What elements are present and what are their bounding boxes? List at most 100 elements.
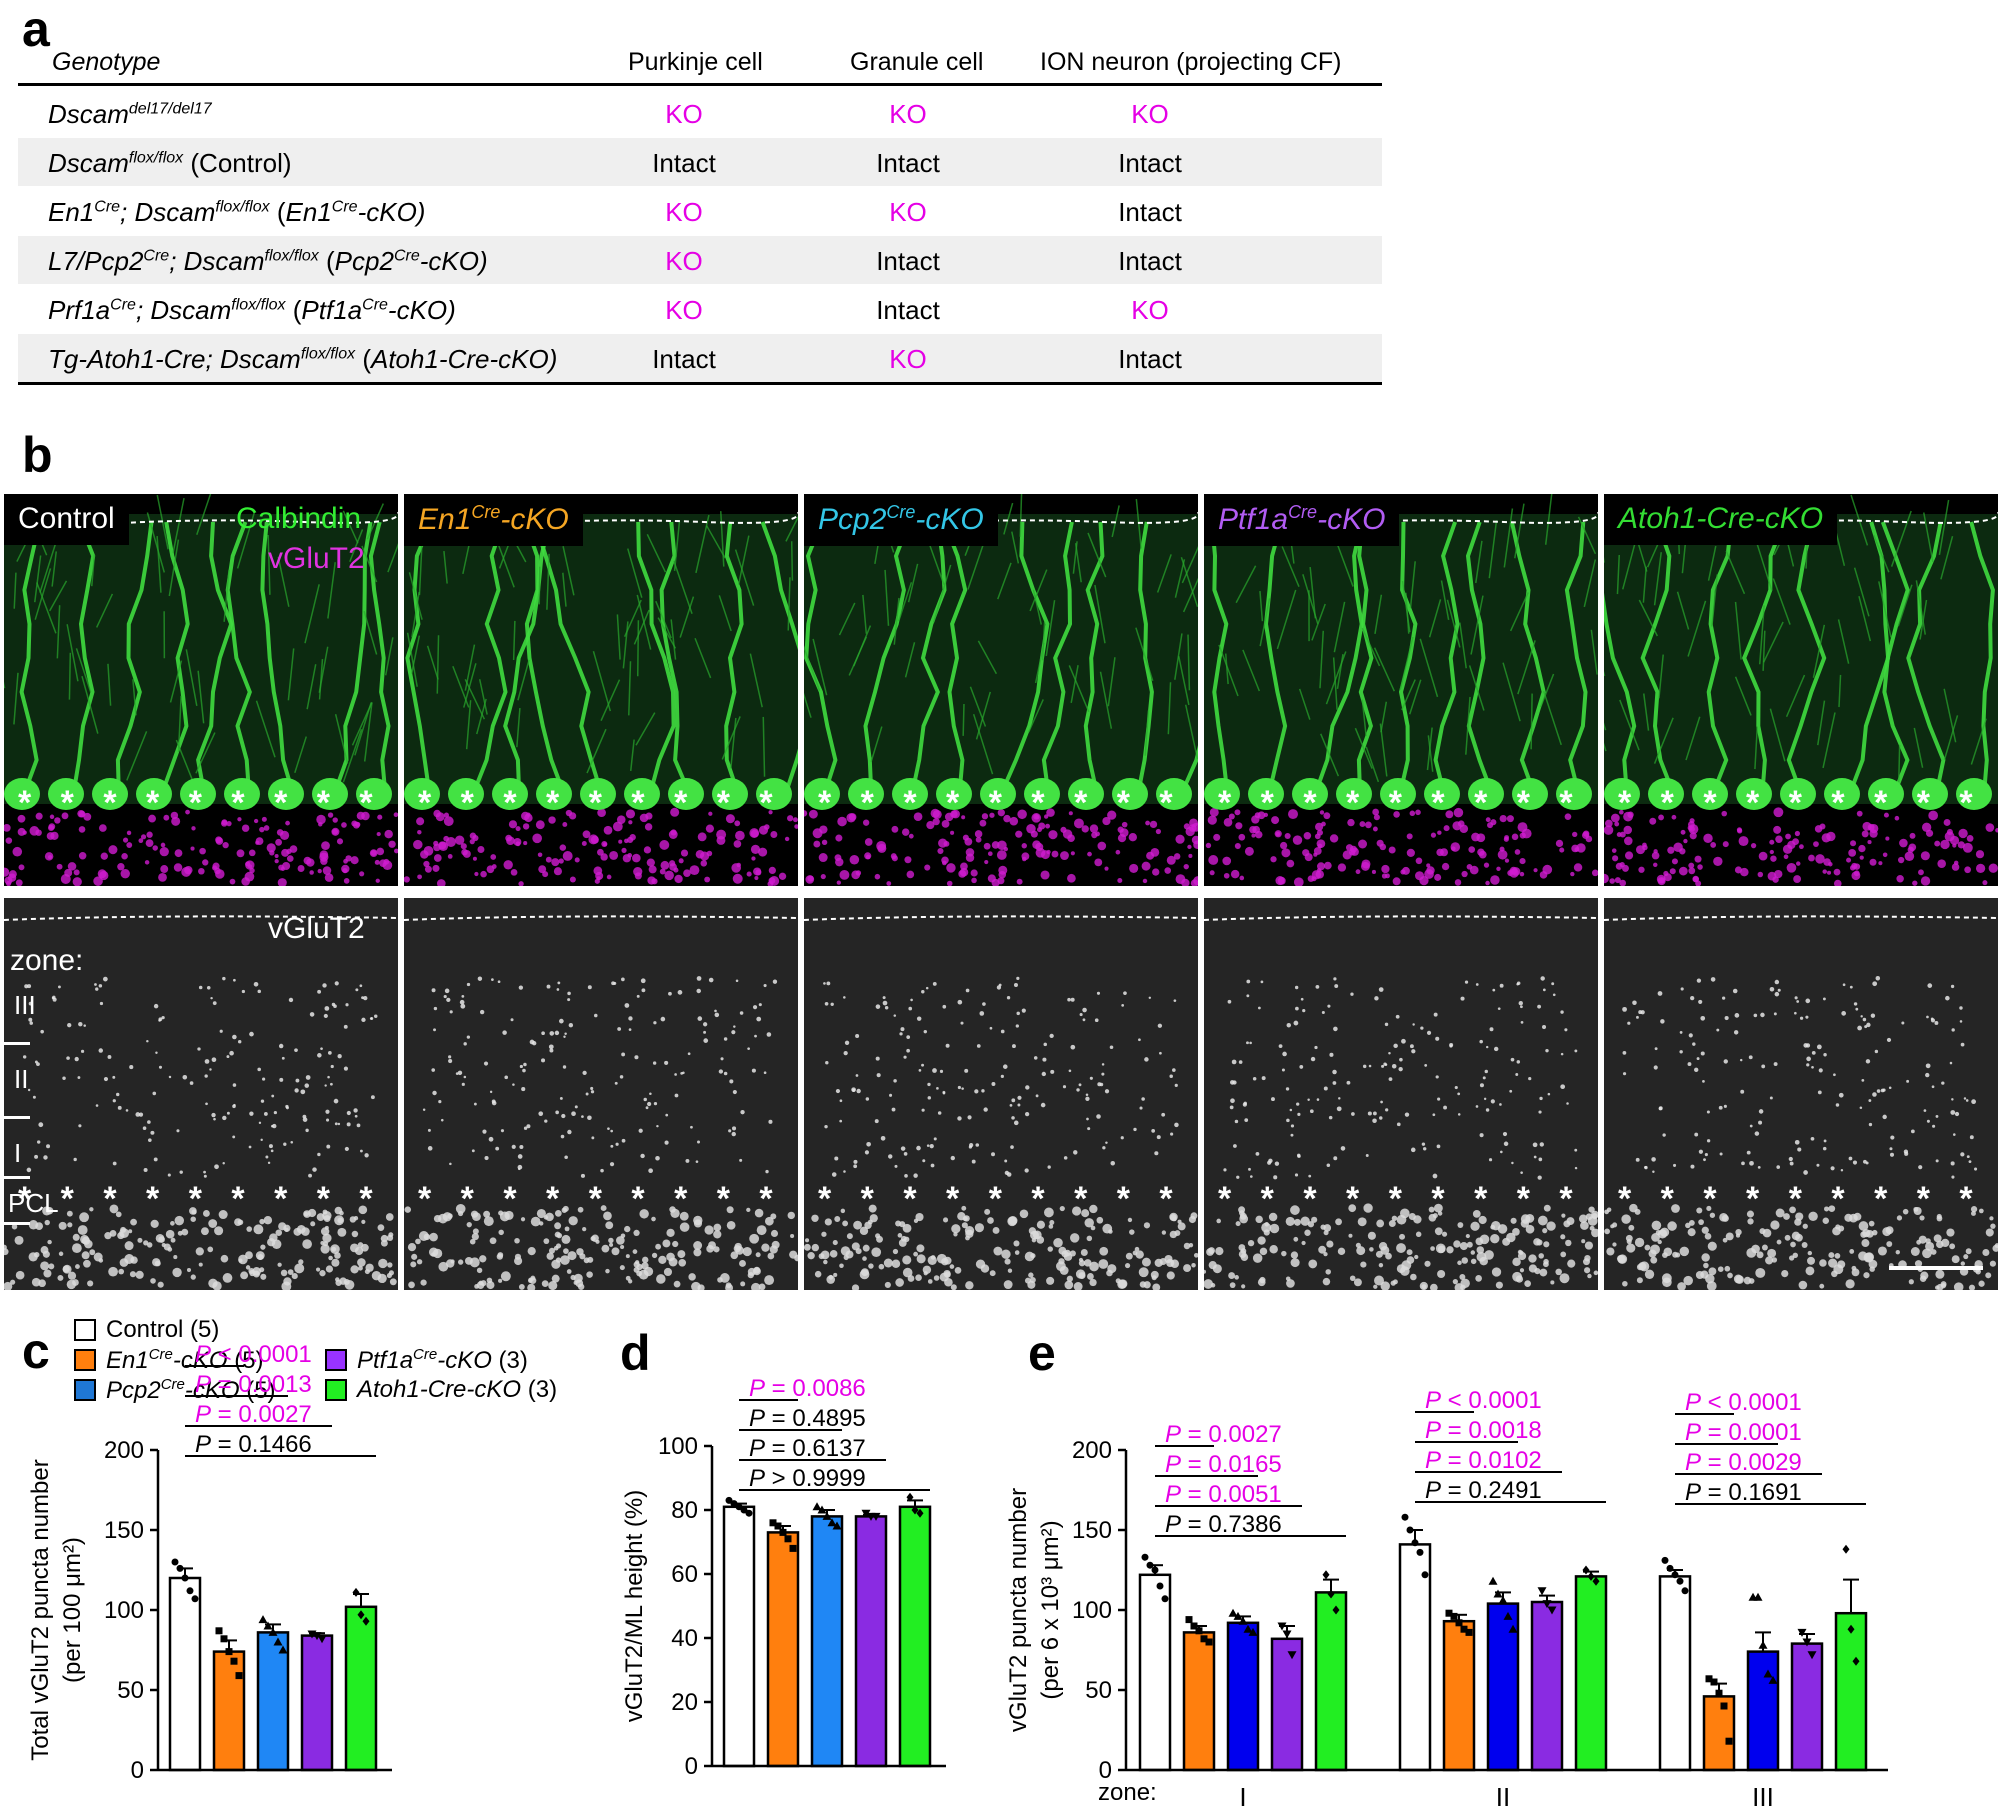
- chart-e: e P = 0.7386 P = 0.0051 P = 0.0165 P = 0.002…: [1005, 1325, 1868, 1810]
- legend-label: Pcp2Cre-cKO (5): [106, 1376, 276, 1404]
- data-point: [1508, 1624, 1518, 1633]
- data-point: [362, 1616, 370, 1626]
- data-point: [1537, 1587, 1547, 1596]
- zone-group-label: II: [1496, 1782, 1510, 1810]
- data-point: [1720, 1702, 1728, 1710]
- table-row: Dscamdel17/del17 KO KO KO: [18, 89, 1382, 137]
- bar: [1182, 1631, 1216, 1772]
- y-axis: 0 50 100 150 200: [1072, 1437, 1888, 1784]
- genotype-cell: En1Cre; Dscamflox/flox (En1Cre-cKO): [48, 197, 426, 227]
- data-point: [258, 1615, 268, 1624]
- panel-letter-b: b: [22, 427, 53, 483]
- bar: [1486, 1602, 1520, 1772]
- genotype-label: Pcp2Cre-cKO: [804, 494, 998, 546]
- data-point: [312, 1632, 322, 1641]
- chart-d: d P > 0.9999 P = 0.6137 P = 0.4895 P = 0.008…: [620, 1325, 932, 1768]
- legend-label: Atoh1-Cre-cKO (3): [357, 1376, 558, 1403]
- zone-divider: [4, 1176, 30, 1179]
- zone-divider: [4, 1042, 30, 1045]
- micrograph-vglut2: * * * * * * * * *: [1604, 898, 1998, 1290]
- header-purkinje: Purkinje cell: [628, 48, 763, 76]
- data-point: [730, 1500, 738, 1508]
- data-point: [1200, 1635, 1208, 1643]
- zone-axis-label: zone:: [1098, 1779, 1157, 1806]
- bar: [722, 1505, 756, 1768]
- p-value-label: P < 0.0001: [195, 1341, 312, 1368]
- micrograph-vglut2: * * * * * * * * *: [804, 898, 1198, 1290]
- data-point: [220, 1635, 228, 1643]
- data-point: [186, 1587, 194, 1595]
- bar: [898, 1505, 932, 1768]
- data-point: [1450, 1612, 1458, 1620]
- data-point: [263, 1621, 273, 1630]
- data-point: [1758, 1640, 1768, 1649]
- legend-swatch: [74, 1349, 96, 1371]
- table-row: En1Cre; Dscamflox/flox (En1Cre-cKO) KO KO I…: [18, 187, 1382, 235]
- data-point: [822, 1511, 832, 1520]
- data-point: [812, 1502, 822, 1511]
- zone-iii: III: [14, 990, 36, 1020]
- data-point: [1807, 1651, 1817, 1660]
- cell-pc: KO: [665, 295, 703, 325]
- p-value-label: P = 0.7386: [1165, 1511, 1282, 1538]
- vglut2-label-merge: vGluT2: [268, 542, 365, 575]
- data-point: [1847, 1624, 1855, 1634]
- purkinje-soma-markers: * * * * * * * * *: [18, 784, 383, 822]
- cell-gc: KO: [889, 99, 927, 129]
- bar: [212, 1650, 246, 1772]
- data-point: [1416, 1548, 1424, 1556]
- data-point: [1411, 1539, 1419, 1547]
- table-bottom-rule: [18, 382, 1382, 385]
- genotype-cell: Dscamdel17/del17: [48, 99, 212, 129]
- bar: [1574, 1575, 1608, 1772]
- data-point: [779, 1528, 787, 1536]
- bar: [854, 1515, 888, 1768]
- data-point: [1406, 1526, 1414, 1534]
- purkinje-soma-markers: * * * * * * * * *: [818, 1180, 1183, 1218]
- bar: [1530, 1600, 1564, 1772]
- zone-ii: II: [14, 1064, 29, 1094]
- data-point: [1282, 1630, 1292, 1639]
- data-point: [1277, 1622, 1287, 1631]
- header-granule: Granule cell: [850, 48, 984, 76]
- y-tick-label: 50: [1085, 1677, 1112, 1704]
- y-tick-label: 150: [104, 1517, 144, 1544]
- data-point: [1681, 1587, 1689, 1595]
- data-point: [278, 1645, 288, 1654]
- data-point: [1488, 1576, 1498, 1585]
- panel-letter-c: c: [22, 1323, 50, 1379]
- zone-group-label: III: [1752, 1782, 1774, 1810]
- y-axis-label-unit: (per 100 μm²): [59, 1537, 86, 1683]
- purkinje-soma-markers: * * * * * * * * *: [418, 784, 783, 822]
- data-point: [1156, 1582, 1164, 1590]
- micrograph-merge: * * * * * * * * *: [404, 494, 798, 886]
- data-point: [1587, 1571, 1595, 1581]
- y-tick-label: 150: [1072, 1517, 1112, 1544]
- genotype-label: Atoh1-Cre-cKO: [1604, 494, 1838, 545]
- y-tick-label: 200: [1072, 1437, 1112, 1464]
- data-point: [1547, 1606, 1557, 1615]
- panel-letter-a: a: [22, 1, 50, 57]
- genotype-cell: Prf1aCre; Dscamflox/flox (Ptf1aCre-cKO): [48, 295, 456, 325]
- zone-group-label: I: [1239, 1782, 1246, 1810]
- bar: [344, 1605, 378, 1772]
- data-point: [1493, 1589, 1503, 1598]
- data-point: [1797, 1628, 1807, 1637]
- data-point: [1146, 1561, 1154, 1569]
- cell-pc: KO: [665, 246, 703, 276]
- data-point: [1503, 1611, 1513, 1620]
- data-point: [1542, 1600, 1552, 1609]
- cell-ion: Intact: [1118, 197, 1182, 227]
- p-value-label: P = 0.0051: [1165, 1481, 1282, 1508]
- legend-label: En1Cre-cKO (5): [106, 1346, 264, 1374]
- y-tick-label: 0: [685, 1753, 698, 1780]
- p-value-label: P = 0.0102: [1425, 1447, 1542, 1474]
- p-value-label: P < 0.0001: [1425, 1387, 1542, 1414]
- bar: [300, 1634, 334, 1772]
- p-value-label: P = 0.0013: [195, 1371, 312, 1398]
- cell-pc: Intact: [652, 148, 716, 178]
- data-point: [911, 1505, 919, 1515]
- micrograph-vglut2: * * * * * * * * *: [404, 898, 798, 1290]
- zone-label: zone:: [10, 944, 84, 977]
